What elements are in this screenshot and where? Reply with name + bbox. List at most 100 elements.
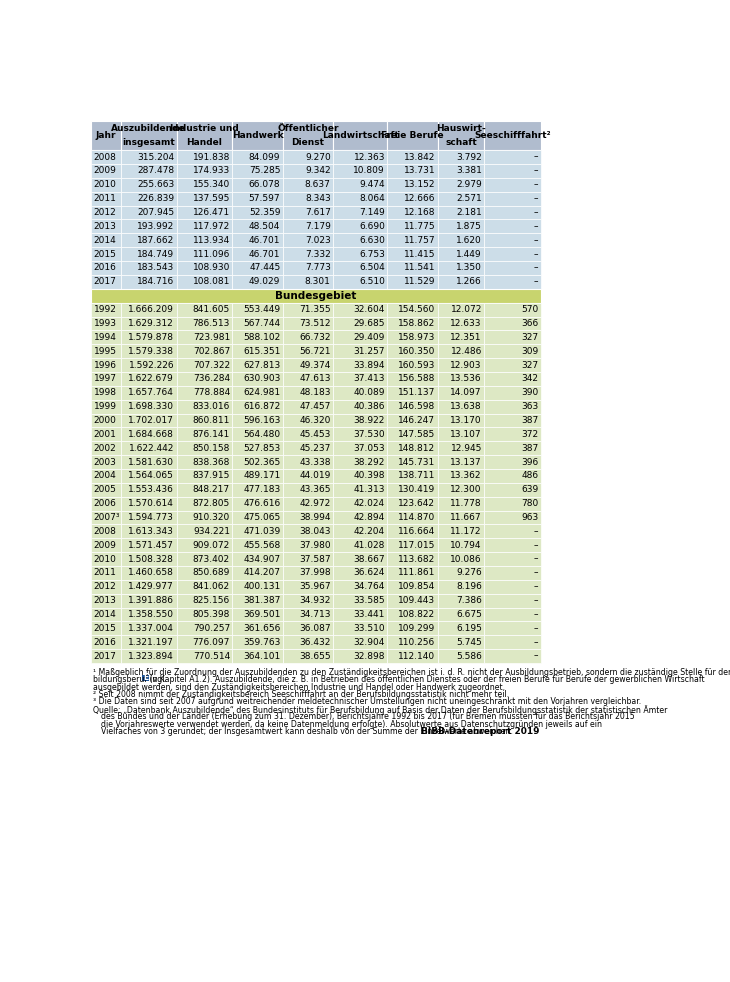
Text: 2004: 2004 <box>93 471 116 480</box>
Bar <box>484 635 541 649</box>
Bar <box>283 538 333 552</box>
Text: 327: 327 <box>521 360 539 369</box>
Bar <box>333 594 388 608</box>
Text: 49.029: 49.029 <box>249 277 280 287</box>
Bar <box>120 635 177 649</box>
Bar <box>232 330 283 345</box>
Text: 1.622.679: 1.622.679 <box>128 374 174 383</box>
Bar <box>283 594 333 608</box>
Bar <box>91 289 541 302</box>
Bar <box>333 205 388 220</box>
Text: 778.884: 778.884 <box>193 388 230 398</box>
Text: 1999: 1999 <box>93 402 117 411</box>
Text: 108.822: 108.822 <box>399 610 435 619</box>
Bar <box>91 345 120 358</box>
Bar <box>438 234 484 247</box>
Bar <box>484 220 541 234</box>
Bar <box>484 483 541 497</box>
Text: 786.513: 786.513 <box>193 319 230 328</box>
Text: 588.102: 588.102 <box>243 333 280 342</box>
Bar <box>333 150 388 164</box>
Bar <box>388 455 438 469</box>
Bar <box>232 386 283 400</box>
Text: 627.813: 627.813 <box>243 360 280 369</box>
Text: 805.398: 805.398 <box>193 610 230 619</box>
Bar <box>484 649 541 663</box>
Text: 2006: 2006 <box>93 499 117 508</box>
Bar <box>438 566 484 579</box>
Bar <box>232 220 283 234</box>
Bar <box>177 164 232 178</box>
Bar <box>120 150 177 164</box>
Bar <box>333 469 388 483</box>
Text: ausgebildet werden, sind den Zuständigkeitsbereichen Industrie und Handel oder H: ausgebildet werden, sind den Zuständigke… <box>93 682 505 691</box>
Text: 7.179: 7.179 <box>305 222 331 231</box>
Bar <box>333 427 388 441</box>
Bar <box>177 178 232 191</box>
Bar <box>232 455 283 469</box>
Bar <box>120 622 177 635</box>
Bar <box>120 483 177 497</box>
Text: 364.101: 364.101 <box>243 652 280 661</box>
Bar <box>438 150 484 164</box>
Text: 13.170: 13.170 <box>450 416 482 425</box>
Bar <box>438 386 484 400</box>
Bar <box>438 261 484 275</box>
Text: 2001: 2001 <box>93 430 117 439</box>
Text: 110.256: 110.256 <box>398 637 435 647</box>
Bar <box>177 413 232 427</box>
Text: 41.028: 41.028 <box>353 541 385 550</box>
Bar <box>438 302 484 316</box>
Bar <box>120 579 177 594</box>
Text: 1993: 1993 <box>93 319 117 328</box>
Bar <box>388 220 438 234</box>
Bar <box>120 178 177 191</box>
Text: 137.595: 137.595 <box>193 194 230 203</box>
Bar <box>484 247 541 261</box>
Text: 155.340: 155.340 <box>193 181 230 190</box>
Text: ² Seit 2008 nimmt der Zuständigkeitsbereich Seeschifffahrt an der Berufsbildungs: ² Seit 2008 nimmt der Zuständigkeitsbere… <box>93 689 509 698</box>
Bar <box>120 330 177 345</box>
Text: 34.764: 34.764 <box>353 582 385 591</box>
Text: 13.638: 13.638 <box>450 402 482 411</box>
Bar <box>438 594 484 608</box>
Text: BIBB-Datenreport 2019: BIBB-Datenreport 2019 <box>420 728 539 736</box>
Bar <box>438 400 484 413</box>
Bar <box>388 372 438 386</box>
Text: 873.402: 873.402 <box>193 555 230 564</box>
Bar <box>232 261 283 275</box>
Bar <box>333 497 388 511</box>
Bar <box>232 247 283 261</box>
Text: 48.183: 48.183 <box>299 388 331 398</box>
Bar <box>484 469 541 483</box>
Bar <box>388 608 438 622</box>
Text: 825.156: 825.156 <box>193 596 230 605</box>
Text: 38.994: 38.994 <box>299 513 331 522</box>
Text: 108.081: 108.081 <box>193 277 230 287</box>
Bar <box>91 247 120 261</box>
Bar <box>484 552 541 566</box>
Bar <box>333 358 388 372</box>
Text: Handel: Handel <box>186 138 223 147</box>
Bar <box>484 579 541 594</box>
Bar <box>484 538 541 552</box>
Text: 126.471: 126.471 <box>193 208 230 217</box>
Bar <box>120 205 177 220</box>
Bar <box>283 178 333 191</box>
Bar <box>388 413 438 427</box>
Text: 624.981: 624.981 <box>243 388 280 398</box>
Text: 193.992: 193.992 <box>137 222 174 231</box>
Text: 396: 396 <box>521 458 539 466</box>
Text: 255.663: 255.663 <box>137 181 174 190</box>
Bar <box>177 330 232 345</box>
Text: 1.323.894: 1.323.894 <box>128 652 174 661</box>
Text: 1.702.017: 1.702.017 <box>128 416 174 425</box>
Text: Hauswirt-: Hauswirt- <box>436 124 485 133</box>
Bar <box>283 316 333 330</box>
Bar <box>388 566 438 579</box>
Text: 2012: 2012 <box>93 582 116 591</box>
Text: 112.140: 112.140 <box>399 652 435 661</box>
Text: 160.593: 160.593 <box>398 360 435 369</box>
Text: –: – <box>534 541 539 550</box>
Text: 47.445: 47.445 <box>249 263 280 272</box>
